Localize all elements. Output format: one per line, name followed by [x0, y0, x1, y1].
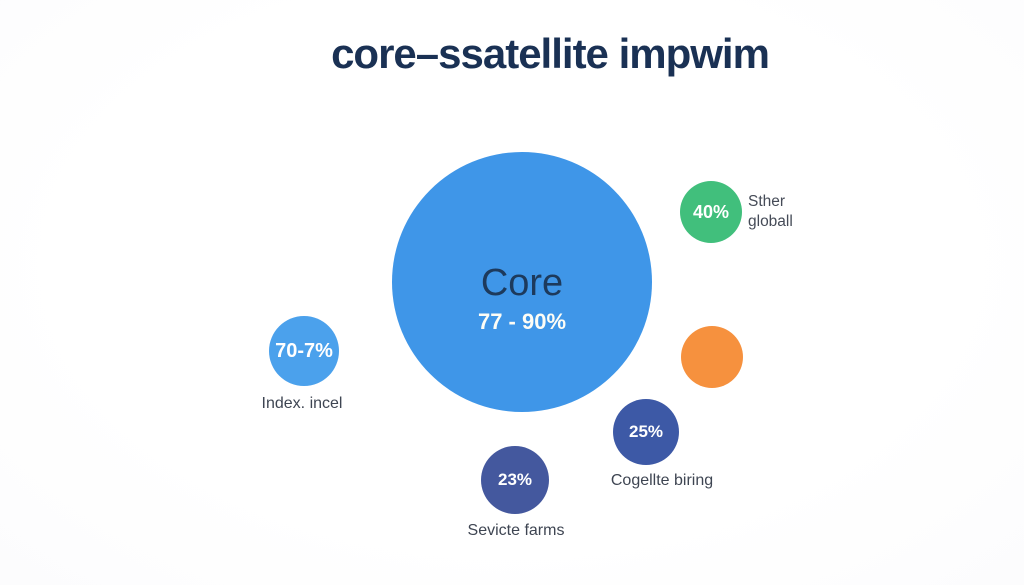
satellite-blend-value: 25% — [628, 422, 664, 441]
satellite-global-label: Sther globall — [748, 192, 793, 232]
satellite-bubble-service: 23% — [481, 446, 549, 514]
satellite-global-label-line1: Sther — [748, 193, 786, 210]
core-bubble: Core 77 - 90% — [392, 152, 652, 412]
satellite-index-value: 70-7% — [275, 339, 333, 362]
satellite-global-value: 40% — [692, 201, 730, 222]
satellite-blend-label: Cogellte biring — [610, 472, 714, 489]
satellite-service-label: Sevicte farms — [467, 522, 565, 539]
satellite-bubble-global: 40% — [680, 181, 742, 243]
core-bubble-label: Core — [480, 262, 564, 305]
satellite-bubble-blend: 25% — [613, 399, 679, 465]
satellite-global-label-line2: globall — [748, 213, 793, 230]
core-bubble-text-group: Core 77 - 90% — [477, 262, 567, 335]
diagram-title: core–ssatellite impwim — [331, 30, 770, 77]
core-bubble-range: 77 - 90% — [477, 308, 567, 334]
satellite-index-label: Index. incel — [261, 395, 343, 412]
satellite-bubble-orange — [681, 326, 743, 388]
satellite-bubble-index: 70-7% — [269, 316, 339, 386]
satellite-service-value: 23% — [497, 470, 533, 489]
